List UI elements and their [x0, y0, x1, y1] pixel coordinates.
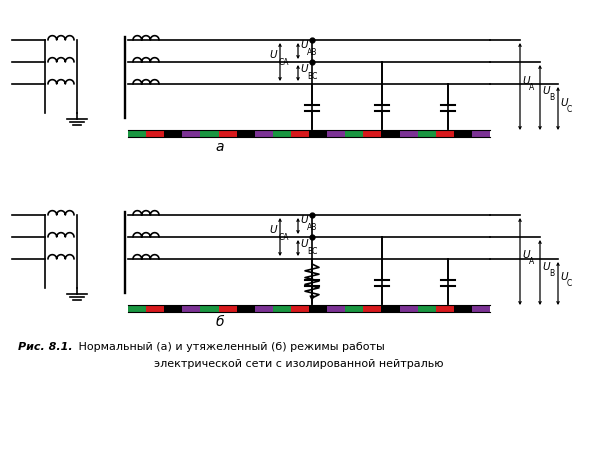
Bar: [309, 130, 327, 136]
Text: С: С: [567, 279, 572, 288]
Text: АВ: АВ: [307, 48, 318, 57]
Bar: [200, 304, 218, 312]
Bar: [364, 130, 382, 136]
Bar: [200, 130, 218, 136]
Text: ВС: ВС: [307, 72, 318, 81]
Bar: [345, 304, 364, 312]
Bar: [128, 304, 146, 312]
Bar: [237, 304, 255, 312]
Bar: [218, 130, 237, 136]
Text: Рис. 8.1.: Рис. 8.1.: [18, 342, 72, 352]
Bar: [472, 304, 490, 312]
Bar: [309, 304, 327, 312]
Bar: [164, 304, 182, 312]
Text: электрической сети с изолированной нейтралью: электрической сети с изолированной нейтр…: [154, 359, 444, 369]
Text: В: В: [549, 93, 554, 102]
Bar: [436, 130, 454, 136]
Bar: [364, 304, 382, 312]
Bar: [237, 130, 255, 136]
Bar: [291, 130, 309, 136]
Bar: [436, 304, 454, 312]
Bar: [182, 304, 200, 312]
Bar: [417, 130, 436, 136]
Text: $U$: $U$: [300, 213, 309, 225]
Text: Нормальный (а) и утяжеленный (б) режимы работы: Нормальный (а) и утяжеленный (б) режимы …: [75, 342, 385, 352]
Bar: [273, 304, 291, 312]
Bar: [146, 130, 164, 136]
Text: ВС: ВС: [307, 247, 318, 256]
Bar: [382, 130, 399, 136]
Text: $U$: $U$: [269, 223, 278, 235]
Text: а: а: [216, 140, 224, 154]
Text: $U$: $U$: [560, 271, 569, 283]
Bar: [182, 130, 200, 136]
Bar: [255, 304, 273, 312]
Text: А: А: [529, 258, 534, 267]
Bar: [399, 130, 417, 136]
Text: $U$: $U$: [300, 237, 309, 249]
Text: $U$: $U$: [542, 85, 551, 96]
Bar: [164, 130, 182, 136]
Text: СА: СА: [279, 233, 289, 242]
Text: $U$: $U$: [560, 96, 569, 107]
Bar: [382, 304, 399, 312]
Bar: [327, 304, 345, 312]
Text: б: б: [216, 315, 224, 329]
Bar: [146, 304, 164, 312]
Bar: [327, 130, 345, 136]
Text: А: А: [529, 82, 534, 91]
Text: В: В: [549, 268, 554, 278]
Text: $U$: $U$: [300, 62, 309, 74]
Bar: [255, 130, 273, 136]
Bar: [291, 304, 309, 312]
Bar: [454, 130, 472, 136]
Bar: [472, 130, 490, 136]
Text: $U$: $U$: [522, 74, 532, 86]
Bar: [417, 304, 436, 312]
Text: $U$: $U$: [542, 259, 551, 272]
Text: $U$: $U$: [300, 38, 309, 50]
Bar: [345, 130, 364, 136]
Text: СА: СА: [279, 58, 289, 67]
Text: $U$: $U$: [522, 248, 532, 261]
Bar: [218, 304, 237, 312]
Bar: [399, 304, 417, 312]
Text: $U$: $U$: [269, 48, 278, 60]
Bar: [128, 130, 146, 136]
Bar: [273, 130, 291, 136]
Text: С: С: [567, 105, 572, 113]
Text: АВ: АВ: [307, 223, 318, 232]
Bar: [454, 304, 472, 312]
